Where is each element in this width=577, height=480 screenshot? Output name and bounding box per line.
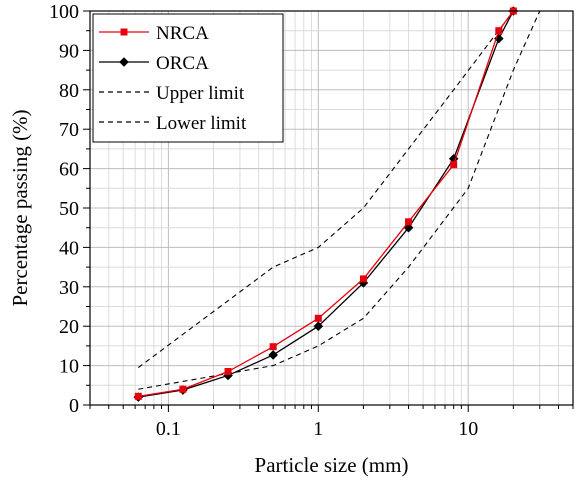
y-tick-label: 60 — [59, 159, 79, 181]
series-upper-limit — [137, 10, 514, 369]
legend-label: Lower limit — [156, 113, 247, 134]
x-tick-label: 1 — [313, 418, 323, 440]
data-point — [179, 385, 187, 393]
y-tick-label: 20 — [59, 316, 79, 338]
y-axis-title: Percentage passing (%) — [8, 109, 32, 306]
y-tick-label: 50 — [59, 198, 79, 220]
data-point — [224, 368, 232, 376]
y-tick-label: 10 — [59, 356, 79, 378]
data-point — [403, 222, 414, 233]
data-point — [359, 275, 367, 283]
legend-entry: Upper limit — [99, 83, 245, 104]
legend-label: Upper limit — [156, 83, 245, 104]
axis-ticks — [83, 10, 574, 412]
data-point — [313, 321, 324, 331]
data-point — [448, 153, 459, 164]
data-point — [223, 370, 233, 381]
legend-entry: NRCA — [99, 23, 209, 44]
x-axis-title: Particle size (mm) — [255, 453, 409, 477]
data-point — [119, 57, 129, 67]
y-tick-label: 30 — [59, 277, 79, 299]
y-tick-label: 100 — [49, 1, 79, 23]
y-tick-label: 40 — [59, 237, 79, 259]
data-point — [495, 27, 503, 35]
legend-label: ORCA — [156, 53, 209, 74]
y-tick-label: 0 — [69, 395, 79, 417]
series-line — [138, 10, 514, 397]
data-point — [268, 350, 278, 360]
legend-entry: Lower limit — [99, 113, 247, 134]
series-line — [137, 10, 514, 369]
y-tick-label: 90 — [59, 40, 79, 62]
data-point — [405, 218, 413, 226]
plot-series — [133, 6, 541, 402]
data-point — [134, 392, 142, 400]
series-lower-limit — [138, 10, 541, 390]
y-tick-label: 70 — [59, 119, 79, 141]
data-point — [314, 314, 322, 322]
series-line — [138, 10, 541, 390]
y-tick-label: 80 — [59, 80, 79, 102]
data-point — [450, 161, 458, 169]
x-tick-label: 0.1 — [156, 418, 181, 440]
data-point — [269, 343, 277, 351]
data-point — [120, 28, 128, 36]
data-point — [494, 33, 504, 44]
x-tick-label: 10 — [458, 418, 478, 440]
legend-entry: ORCA — [99, 53, 209, 74]
legend-label: NRCA — [156, 23, 209, 44]
series-nrca — [134, 7, 517, 400]
legend: NRCA ORCA Upper limit Lower limit — [92, 13, 284, 143]
